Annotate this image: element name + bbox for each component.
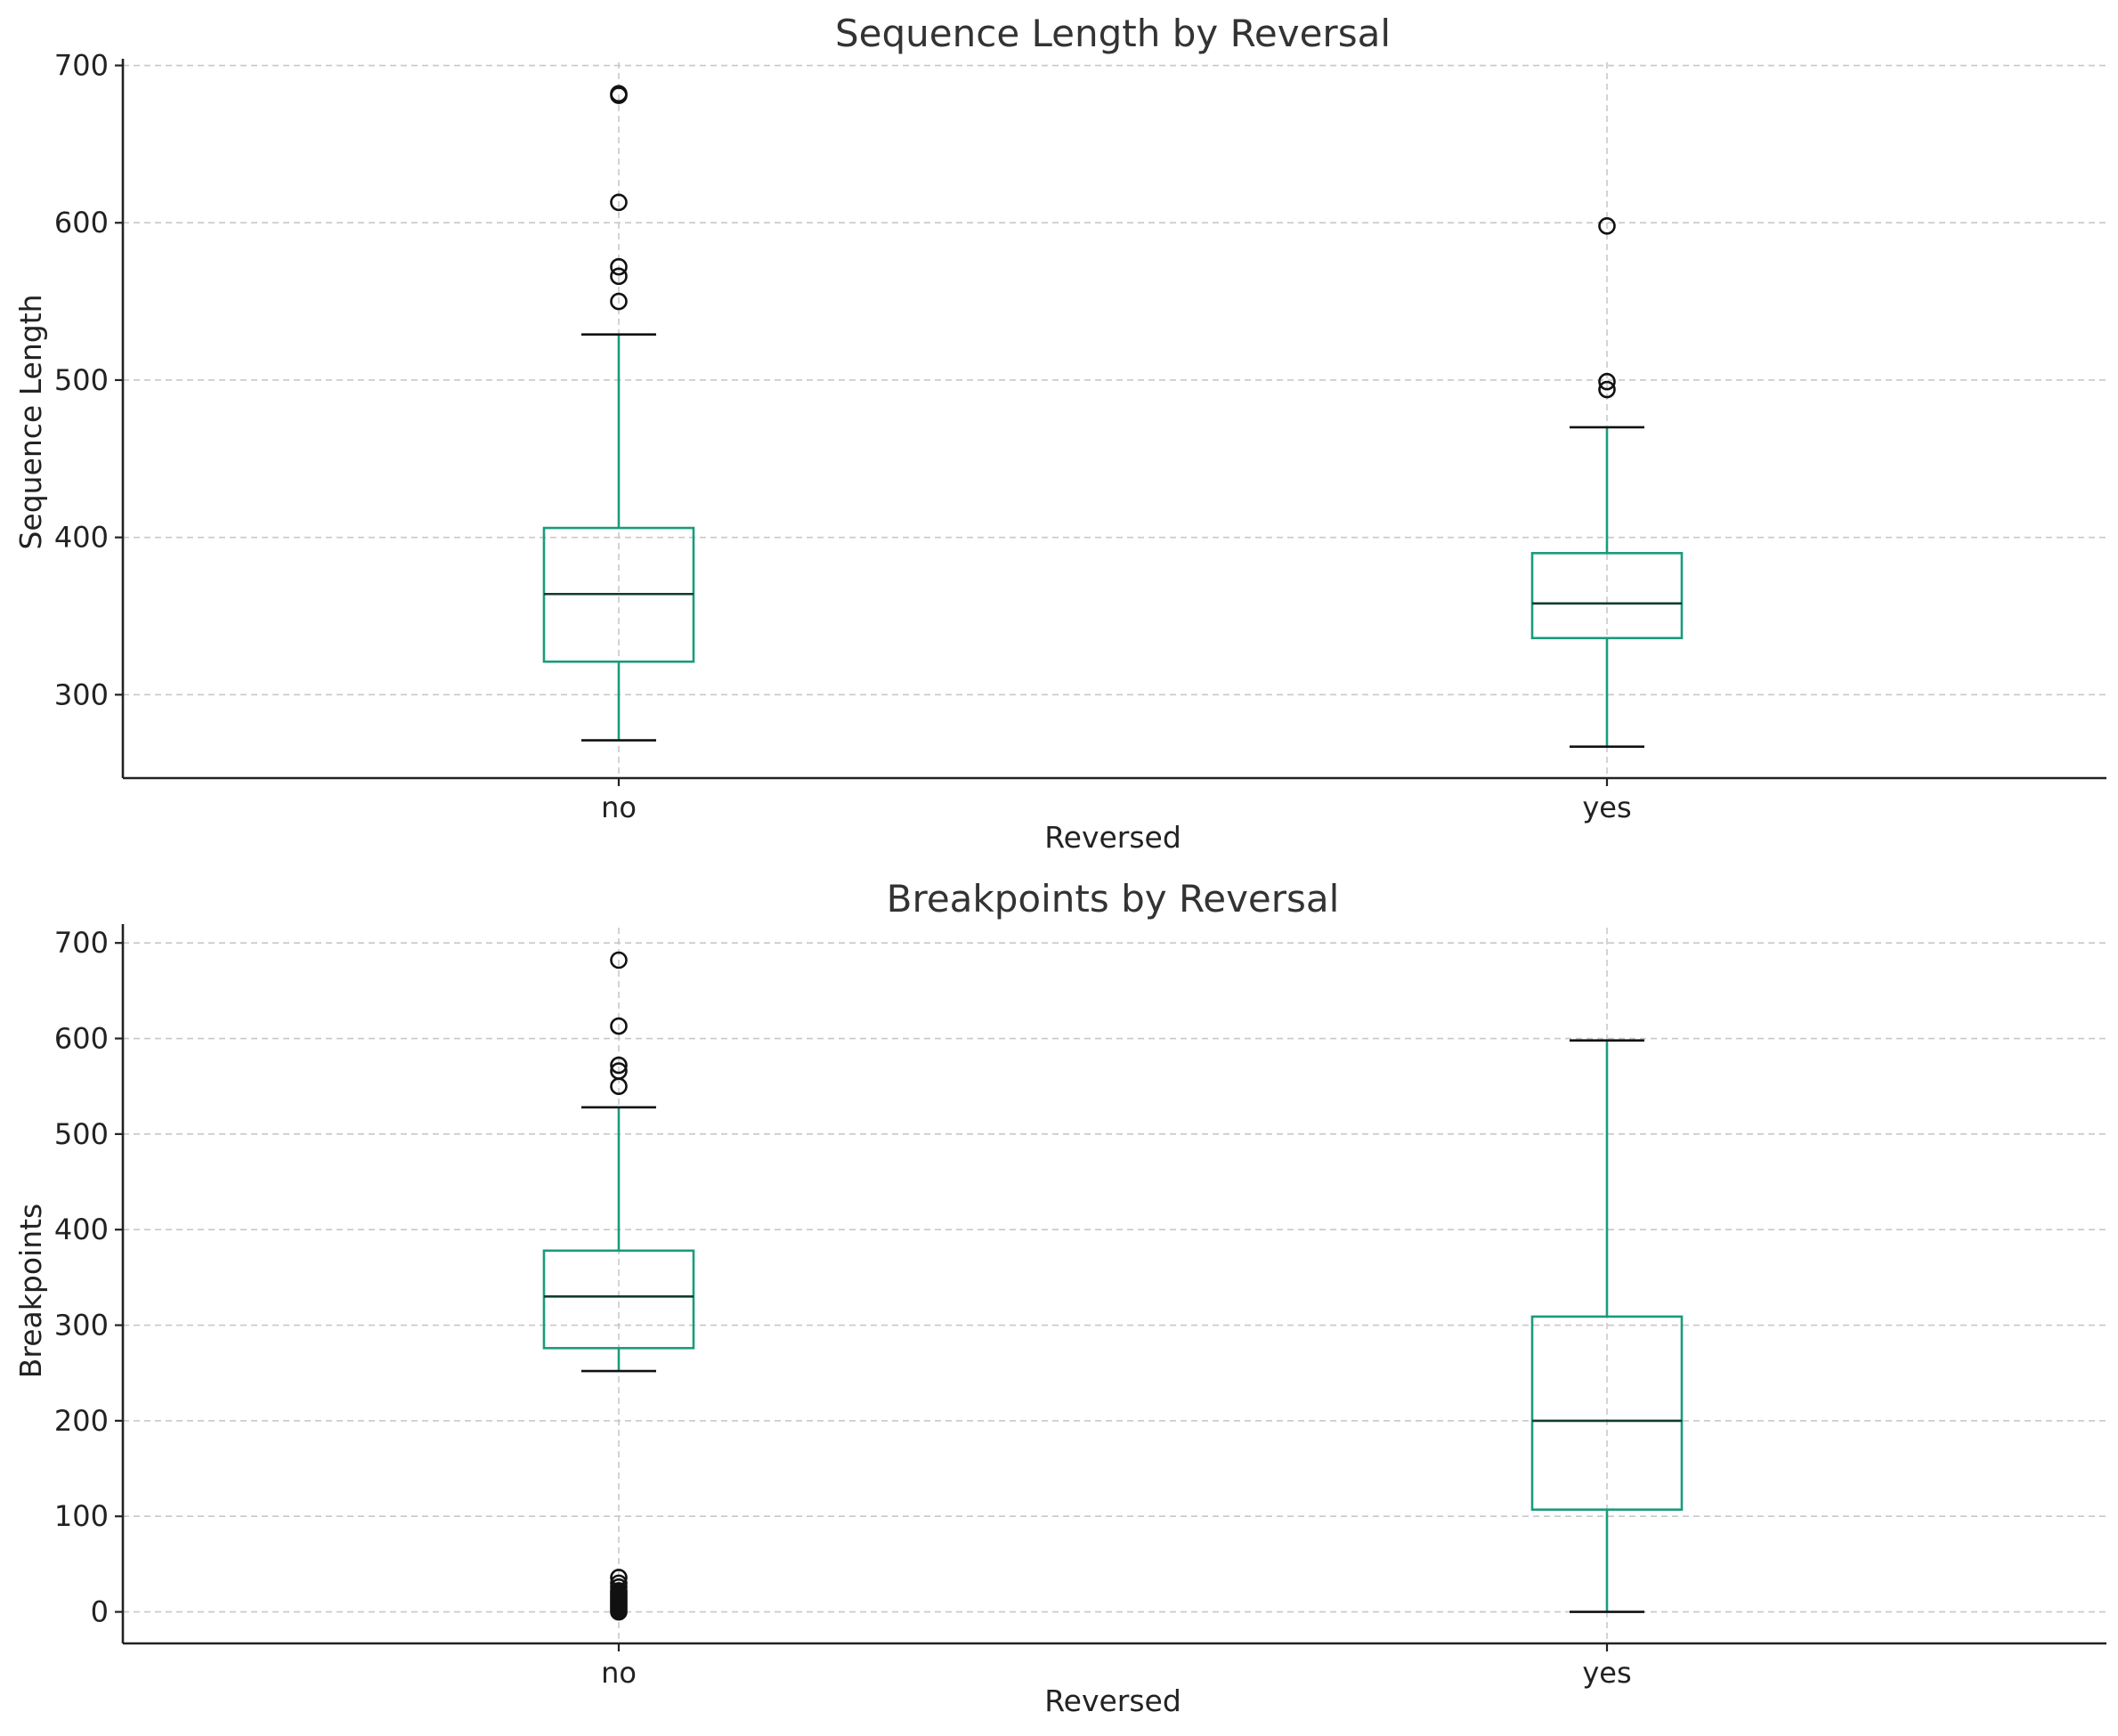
- y-tick-label: 500: [54, 363, 109, 397]
- box-yes: [1530, 1039, 1684, 1613]
- y-axis-label: Sequence Length: [13, 294, 48, 549]
- y-tick-label: 700: [54, 926, 109, 960]
- y-tick-label: 500: [54, 1117, 109, 1151]
- box-yes: [1530, 216, 1684, 748]
- y-tick-label: 100: [54, 1499, 109, 1533]
- x-axis-label: Reversed: [1044, 820, 1181, 855]
- axes: [121, 924, 2106, 1645]
- chart-title: Sequence Length by Reversal: [835, 12, 1391, 55]
- flier-point: [610, 267, 628, 286]
- x-tick-label: yes: [1582, 1656, 1631, 1690]
- sequence-length-chart: Sequence Length by Reversal 300 400 500 600…: [13, 12, 2106, 855]
- y-tick-label: 200: [54, 1404, 109, 1438]
- y-tick-label: 600: [54, 1022, 109, 1056]
- box-no: [542, 85, 695, 742]
- flier-point: [610, 193, 628, 212]
- box-no: [542, 951, 695, 1621]
- ticks: 300 400 500 600 700 no yes: [54, 49, 1632, 824]
- y-tick-label: 700: [54, 49, 109, 83]
- flier-point: [610, 1574, 628, 1593]
- iqr-box: [1530, 1315, 1684, 1512]
- flier-point: [610, 292, 628, 311]
- y-tick-label: 400: [54, 1213, 109, 1246]
- flier-point: [1598, 372, 1616, 391]
- flier-point: [610, 1569, 628, 1586]
- x-tick-label: no: [601, 791, 637, 824]
- ticks: 0 100 200 300 400 500 600 700 no yes: [54, 926, 1632, 1690]
- breakpoints-chart: Breakpoints by Reversal 0 100 200 300 400 500…: [13, 877, 2106, 1718]
- y-axis-label: Breakpoints: [13, 1204, 48, 1378]
- boxes: [542, 85, 1684, 748]
- boxes: [542, 951, 1684, 1621]
- iqr-box: [542, 1249, 695, 1350]
- x-tick-label: no: [601, 1656, 637, 1690]
- iqr-box: [1530, 552, 1684, 640]
- y-tick-label: 0: [91, 1595, 109, 1629]
- axes: [121, 59, 2106, 780]
- y-tick-label: 300: [54, 677, 109, 711]
- x-axis-label: Reversed: [1044, 1683, 1181, 1718]
- flier-point: [610, 1056, 628, 1075]
- y-tick-label: 600: [54, 206, 109, 239]
- flier-point: [1598, 380, 1616, 399]
- flier-point: [610, 85, 628, 103]
- chart-title: Breakpoints by Reversal: [887, 877, 1340, 921]
- y-tick-label: 300: [54, 1309, 109, 1343]
- grid: [123, 62, 2106, 778]
- grid: [123, 928, 2106, 1643]
- flier-point: [610, 1062, 628, 1080]
- flier-point: [1598, 216, 1616, 235]
- flier-point: [610, 257, 628, 276]
- flier-point: [610, 1017, 628, 1035]
- flier-point: [610, 951, 628, 969]
- y-tick-label: 400: [54, 521, 109, 555]
- x-tick-label: yes: [1582, 791, 1631, 824]
